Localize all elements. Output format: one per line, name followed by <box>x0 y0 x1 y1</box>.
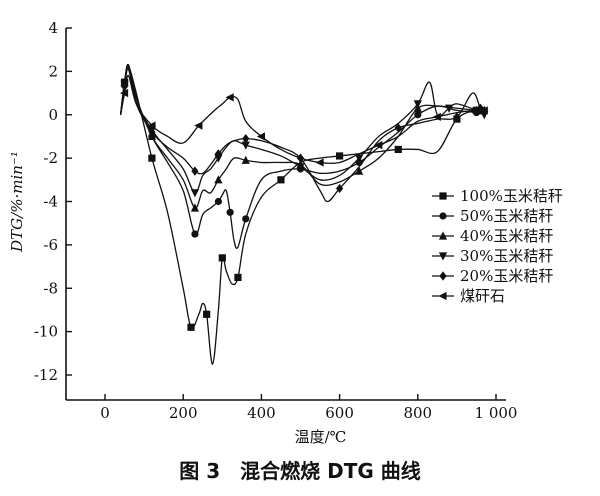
data-point <box>119 88 129 98</box>
data-point <box>336 183 344 194</box>
y-tick-label: -10 <box>34 323 58 341</box>
data-point <box>394 123 402 133</box>
series-line <box>119 66 485 365</box>
data-point <box>241 141 250 150</box>
data-point <box>191 230 199 238</box>
data-point <box>218 254 226 262</box>
legend-item: 40%玉米秸秆 <box>432 227 553 245</box>
x-tick-label: 200 <box>169 404 198 422</box>
data-point <box>256 132 265 141</box>
y-tick-label: -12 <box>34 366 58 384</box>
data-point <box>394 145 402 154</box>
legend-marker <box>438 231 448 240</box>
series-line <box>119 63 485 250</box>
legend-label: 30%玉米秸秆 <box>460 247 553 265</box>
data-point <box>432 112 441 122</box>
data-point <box>315 158 324 167</box>
data-point <box>242 215 250 223</box>
series-3 <box>119 65 485 212</box>
legend-label: 煤矸石 <box>460 287 505 305</box>
data-point <box>242 134 250 144</box>
y-tick-label: -4 <box>43 193 58 211</box>
data-point <box>214 197 222 206</box>
x-tick-label: 0 <box>100 404 110 422</box>
data-point <box>277 176 285 184</box>
series-5 <box>119 68 488 203</box>
legend-label: 100%玉米秸秆 <box>460 187 563 205</box>
data-point <box>336 152 344 160</box>
legend-label: 20%玉米秸秆 <box>460 267 553 285</box>
y-tick-label: -8 <box>43 279 58 297</box>
data-point <box>234 273 242 282</box>
figure-caption: 图 3 混合燃烧 DTG 曲线 <box>179 459 420 483</box>
legend-item: 50%玉米秸秆 <box>432 207 553 225</box>
data-point <box>190 203 200 212</box>
x-tick-label: 1 000 <box>475 404 518 422</box>
legend-marker <box>439 212 447 220</box>
legend-marker <box>439 271 447 281</box>
data-point <box>147 121 156 130</box>
plot-area: 4 2 0 -2 -4 -6 -8 -10 -12 0 200 400 600 800 1 000 <box>34 19 518 422</box>
legend-label: 50%玉米秸秆 <box>460 207 553 225</box>
data-point <box>148 127 156 137</box>
data-point <box>187 323 195 331</box>
y-tick-label: -6 <box>43 236 58 254</box>
legend-item: 100%玉米秸秆 <box>432 187 563 205</box>
data-point <box>214 175 223 184</box>
series-6 <box>119 75 488 167</box>
data-point <box>225 93 234 102</box>
x-tick-label: 600 <box>325 404 354 422</box>
legend-label: 40%玉米秸秆 <box>460 227 553 245</box>
data-point <box>355 154 364 163</box>
data-point <box>479 106 488 115</box>
legend-marker <box>438 291 447 301</box>
legend-item: 煤矸石 <box>432 287 505 305</box>
data-point <box>296 163 305 172</box>
y-tick-label: -2 <box>43 149 58 167</box>
legend-marker <box>438 252 448 261</box>
data-point <box>471 106 481 115</box>
legend-marker <box>439 192 447 200</box>
data-point <box>148 154 156 162</box>
data-point <box>444 104 454 113</box>
legend-item: 20%玉米秸秆 <box>432 267 553 285</box>
y-tick-label: 4 <box>48 19 58 37</box>
series-1 <box>119 66 485 365</box>
data-point <box>413 100 422 109</box>
data-point <box>241 155 250 164</box>
data-point <box>374 141 383 150</box>
data-point <box>453 112 461 122</box>
y-axis-label: DTG/%·min⁻¹ <box>8 151 26 253</box>
legend-item: 30%玉米秸秆 <box>432 247 553 265</box>
data-point <box>226 208 234 216</box>
data-point <box>355 166 364 175</box>
series-line <box>119 65 485 209</box>
x-axis-label: 温度/℃ <box>295 428 347 446</box>
data-point <box>191 166 199 176</box>
y-tick-label: 2 <box>48 62 58 80</box>
x-tick-label: 400 <box>247 404 276 422</box>
data-point <box>190 189 200 198</box>
data-point <box>194 121 203 130</box>
x-tick-label: 800 <box>403 404 432 422</box>
data-point <box>203 310 211 318</box>
series-line <box>119 68 485 203</box>
series-4 <box>119 63 489 198</box>
series-line <box>120 75 485 164</box>
y-tick-label: 0 <box>48 106 58 124</box>
data-point <box>214 149 222 159</box>
data-point <box>414 111 422 119</box>
